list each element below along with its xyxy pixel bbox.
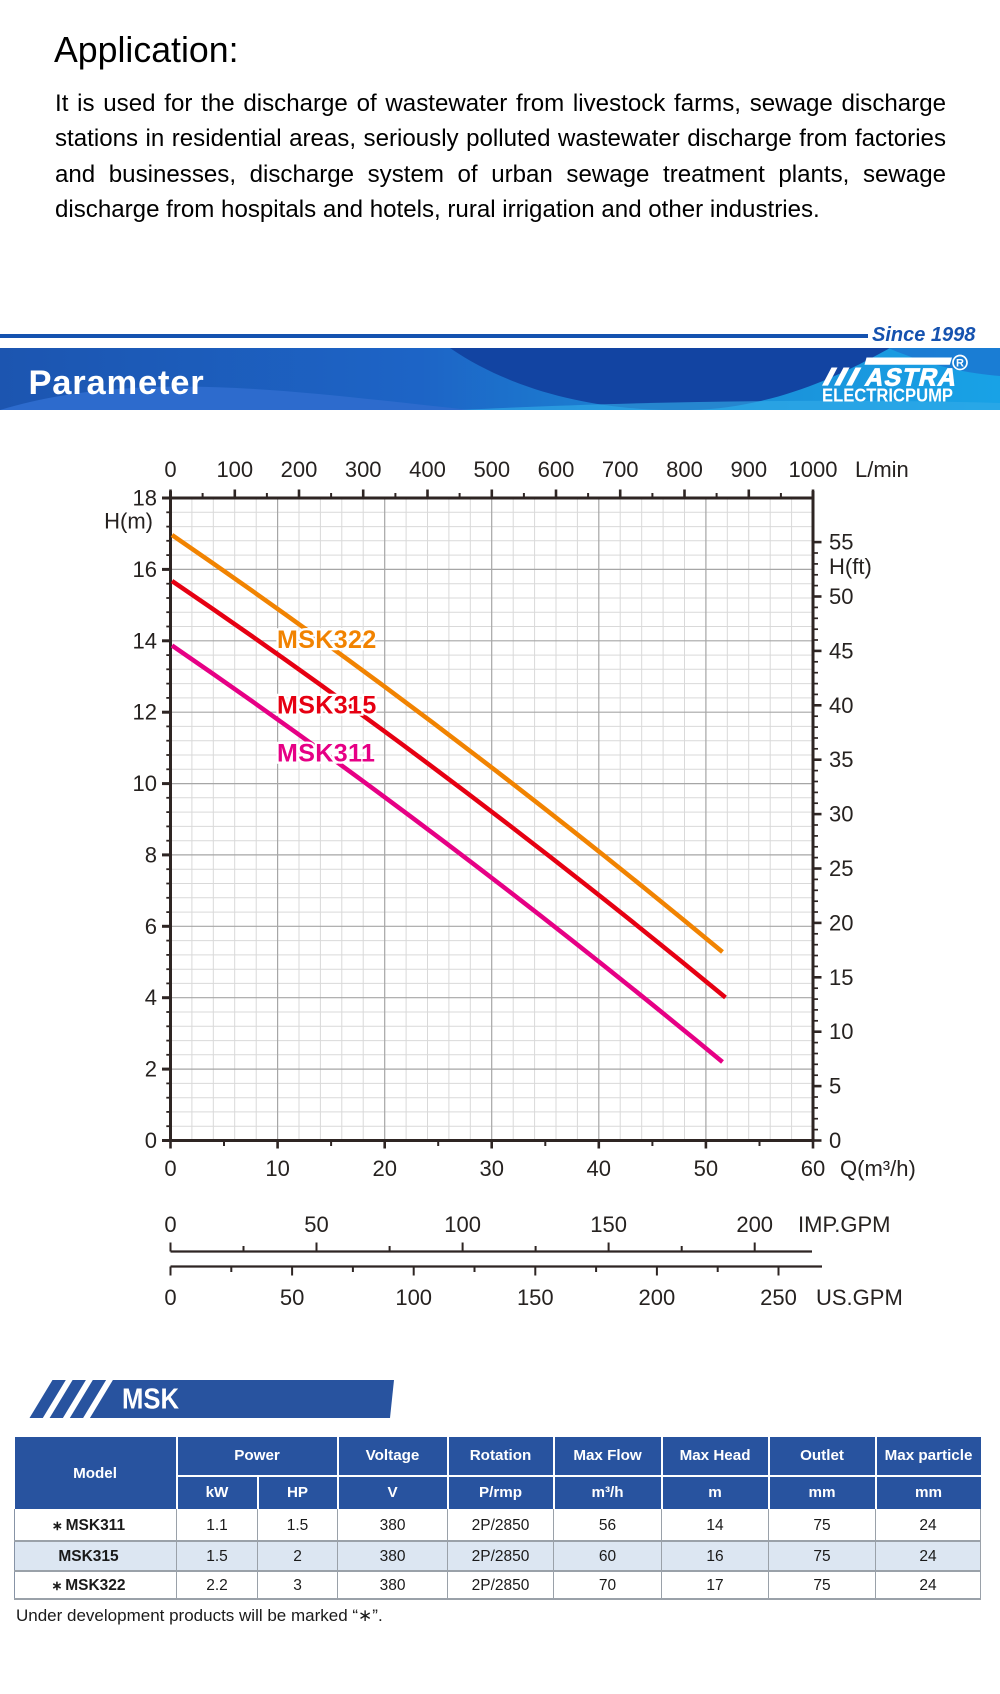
svg-text:55: 55 [829,530,853,555]
svg-text:40: 40 [829,693,853,718]
svg-text:0: 0 [829,1128,841,1153]
svg-text:ASTRA: ASTRA [863,364,962,392]
svg-text:MSK311: MSK311 [277,740,375,768]
svg-text:16: 16 [133,557,157,582]
svg-text:0: 0 [164,1156,176,1181]
svg-text:12: 12 [133,700,157,725]
svg-text:400: 400 [409,457,446,482]
svg-text:100: 100 [444,1212,481,1237]
svg-text:10: 10 [265,1156,289,1181]
svg-text:100: 100 [216,457,253,482]
svg-text:150: 150 [517,1285,554,1310]
svg-text:150: 150 [590,1212,627,1237]
svg-text:35: 35 [829,747,853,772]
svg-text:MSK322: MSK322 [277,626,377,654]
svg-text:900: 900 [730,457,767,482]
svg-text:40: 40 [587,1156,611,1181]
svg-text:18: 18 [133,486,157,511]
svg-text:50: 50 [304,1212,328,1237]
svg-text:500: 500 [473,457,510,482]
svg-text:600: 600 [538,457,575,482]
svg-text:H(m): H(m) [104,509,153,534]
svg-text:200: 200 [736,1212,773,1237]
svg-text:0: 0 [164,1285,176,1310]
svg-text:1000: 1000 [789,457,838,482]
svg-text:2: 2 [145,1057,157,1082]
svg-text:200: 200 [639,1285,676,1310]
svg-text:0: 0 [145,1128,157,1153]
svg-text:30: 30 [829,802,853,827]
svg-text:R: R [956,358,964,370]
svg-text:10: 10 [829,1019,853,1044]
svg-text:20: 20 [372,1156,396,1181]
svg-text:MSK: MSK [122,1384,179,1416]
svg-text:Q(m³/h): Q(m³/h) [840,1156,916,1181]
svg-text:15: 15 [829,965,853,990]
svg-text:50: 50 [694,1156,718,1181]
svg-text:30: 30 [479,1156,503,1181]
svg-text:700: 700 [602,457,639,482]
svg-text:H(ft): H(ft) [829,554,872,579]
svg-text:50: 50 [280,1285,304,1310]
svg-text:60: 60 [801,1156,825,1181]
svg-text:8: 8 [145,842,157,867]
svg-text:6: 6 [145,914,157,939]
svg-text:5: 5 [829,1074,841,1099]
svg-text:14: 14 [133,628,157,653]
svg-text:100: 100 [395,1285,432,1310]
svg-text:MSK315: MSK315 [277,692,377,720]
svg-text:US.GPM: US.GPM [816,1285,903,1310]
svg-text:L/min: L/min [855,457,909,482]
svg-text:300: 300 [345,457,382,482]
svg-text:4: 4 [145,985,157,1010]
svg-text:200: 200 [281,457,318,482]
svg-text:10: 10 [133,771,157,796]
svg-text:20: 20 [829,910,853,935]
svg-text:ELECTRICPUMP: ELECTRICPUMP [822,384,953,405]
svg-text:50: 50 [829,584,853,609]
svg-text:0: 0 [164,1212,176,1237]
svg-text:800: 800 [666,457,703,482]
svg-text:0: 0 [164,457,176,482]
svg-text:IMP.GPM: IMP.GPM [798,1212,891,1237]
svg-text:25: 25 [829,856,853,881]
svg-text:250: 250 [760,1285,797,1310]
svg-text:45: 45 [829,638,853,663]
